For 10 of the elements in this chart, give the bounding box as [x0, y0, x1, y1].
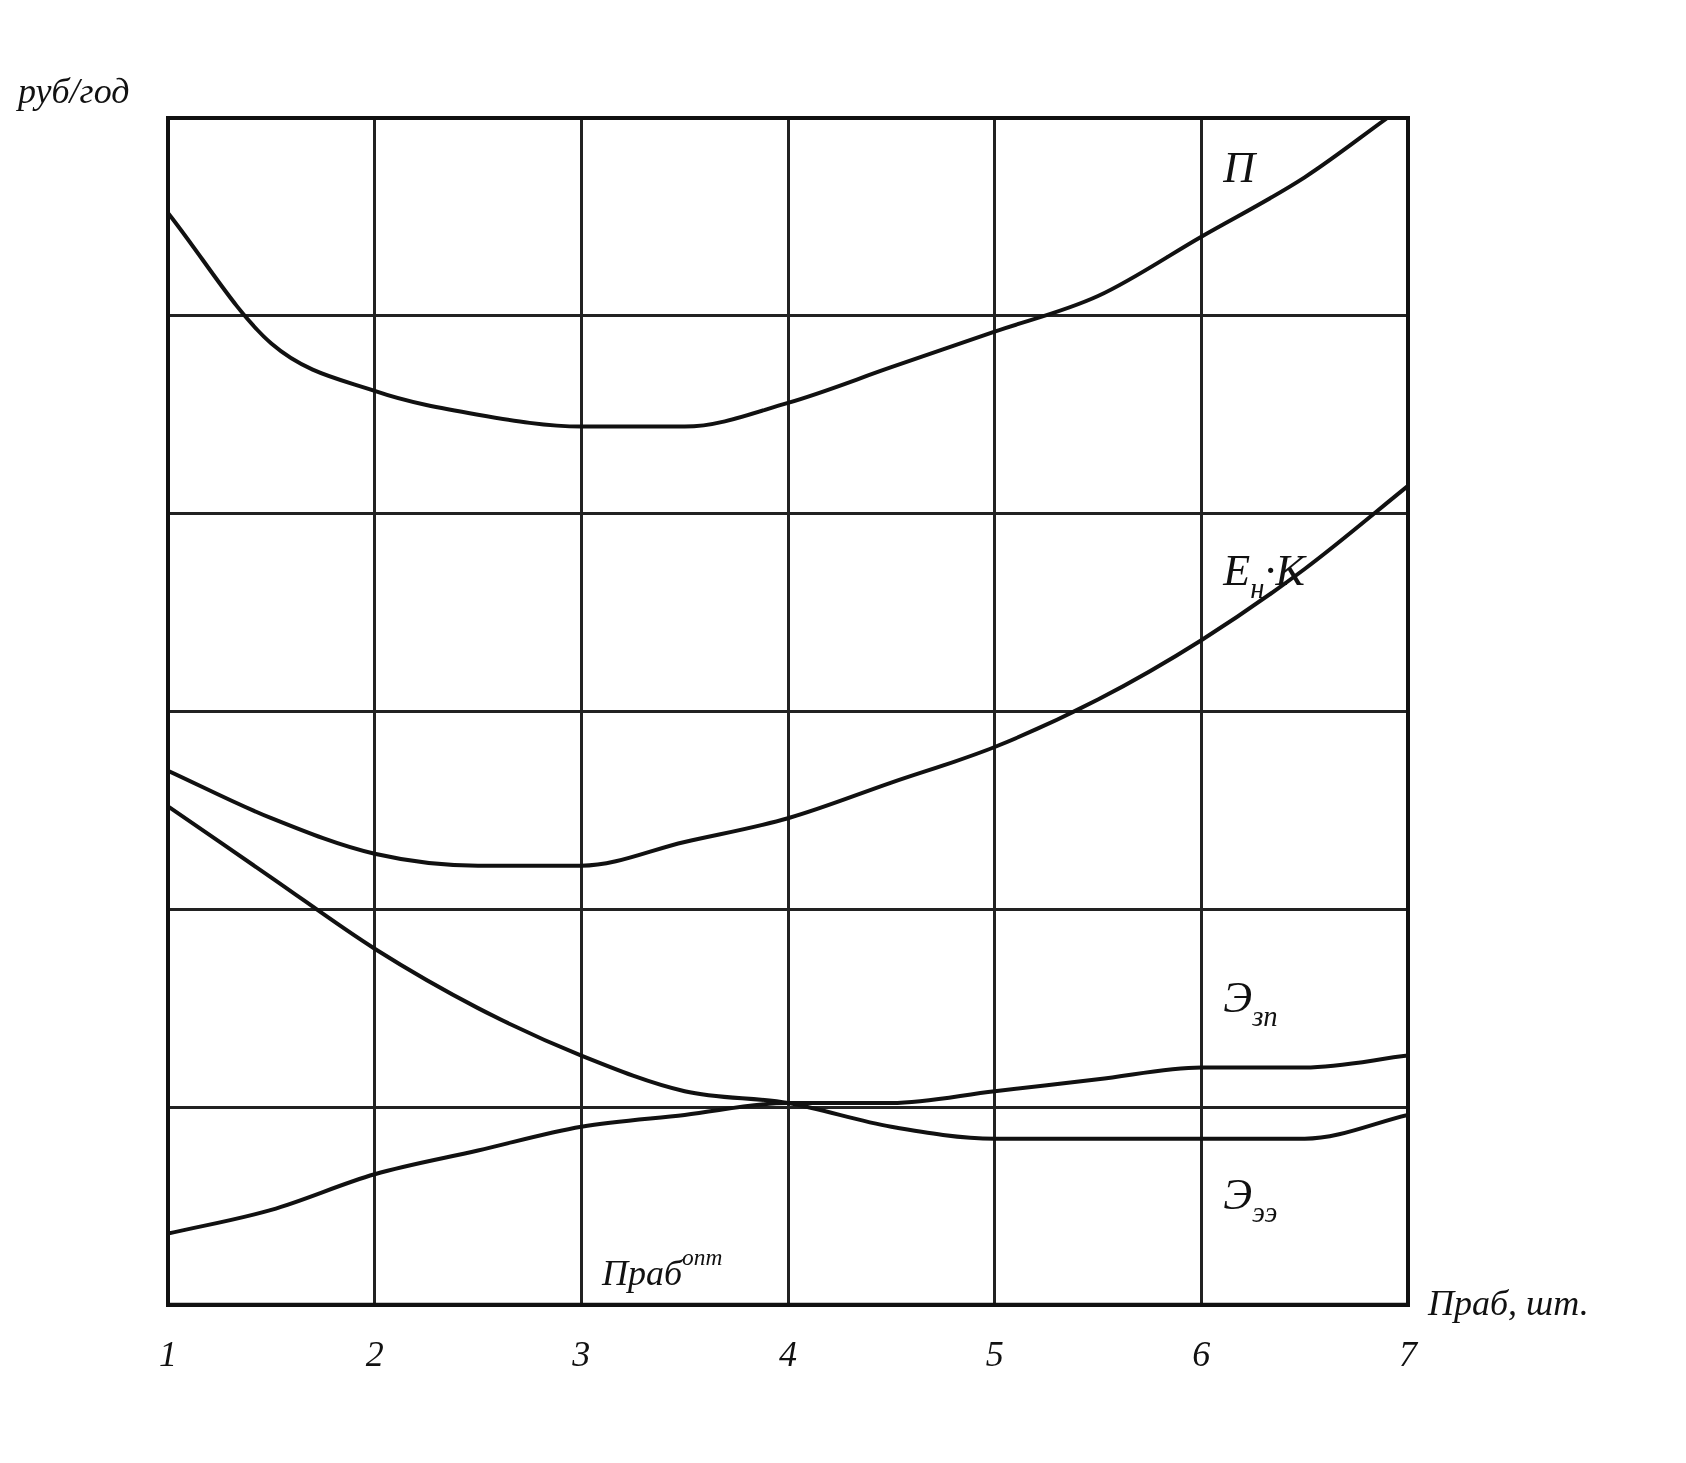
- x-tick-label: 3: [571, 1333, 591, 1374]
- x-axis-title: Праб, шт.: [1427, 1282, 1589, 1323]
- x-tick-label: 5: [985, 1333, 1004, 1374]
- x-tick-label: 2: [365, 1333, 384, 1374]
- x-tick-label: 6: [1192, 1333, 1211, 1374]
- x-tick-label: 7: [1399, 1333, 1419, 1374]
- series-label: П: [1222, 142, 1258, 192]
- x-tick-label: 4: [779, 1333, 797, 1374]
- x-tick-label: 1: [159, 1333, 177, 1374]
- y-axis-title: руб/год: [15, 71, 130, 111]
